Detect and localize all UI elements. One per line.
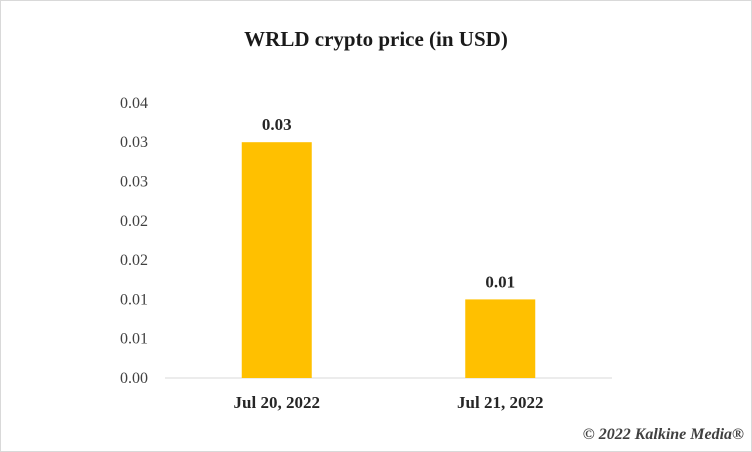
y-tick-label: 0.00 — [120, 370, 148, 387]
y-tick-label: 0.01 — [120, 291, 148, 308]
chart-title: WRLD crypto price (in USD) — [244, 27, 508, 51]
x-axis-categories: Jul 20, 2022 Jul 21, 2022 — [234, 393, 544, 412]
data-label: 0.01 — [485, 272, 515, 291]
y-axis-ticks: 0.00 0.01 0.01 0.02 0.02 0.03 0.03 0.04 — [120, 95, 148, 387]
y-tick-label: 0.03 — [120, 134, 148, 151]
y-tick-label: 0.02 — [120, 213, 148, 230]
y-tick-label: 0.02 — [120, 252, 148, 269]
bars — [241, 142, 536, 378]
x-category-label: Jul 20, 2022 — [234, 393, 320, 412]
bar — [241, 142, 312, 378]
bar — [465, 299, 536, 378]
watermark: © 2022 Kalkine Media® — [582, 426, 744, 443]
data-label: 0.03 — [262, 115, 292, 134]
y-tick-label: 0.04 — [120, 95, 148, 112]
x-category-label: Jul 21, 2022 — [457, 393, 543, 412]
y-tick-label: 0.01 — [120, 331, 148, 348]
data-labels: 0.03 0.01 — [262, 115, 515, 291]
y-tick-label: 0.03 — [120, 174, 148, 191]
